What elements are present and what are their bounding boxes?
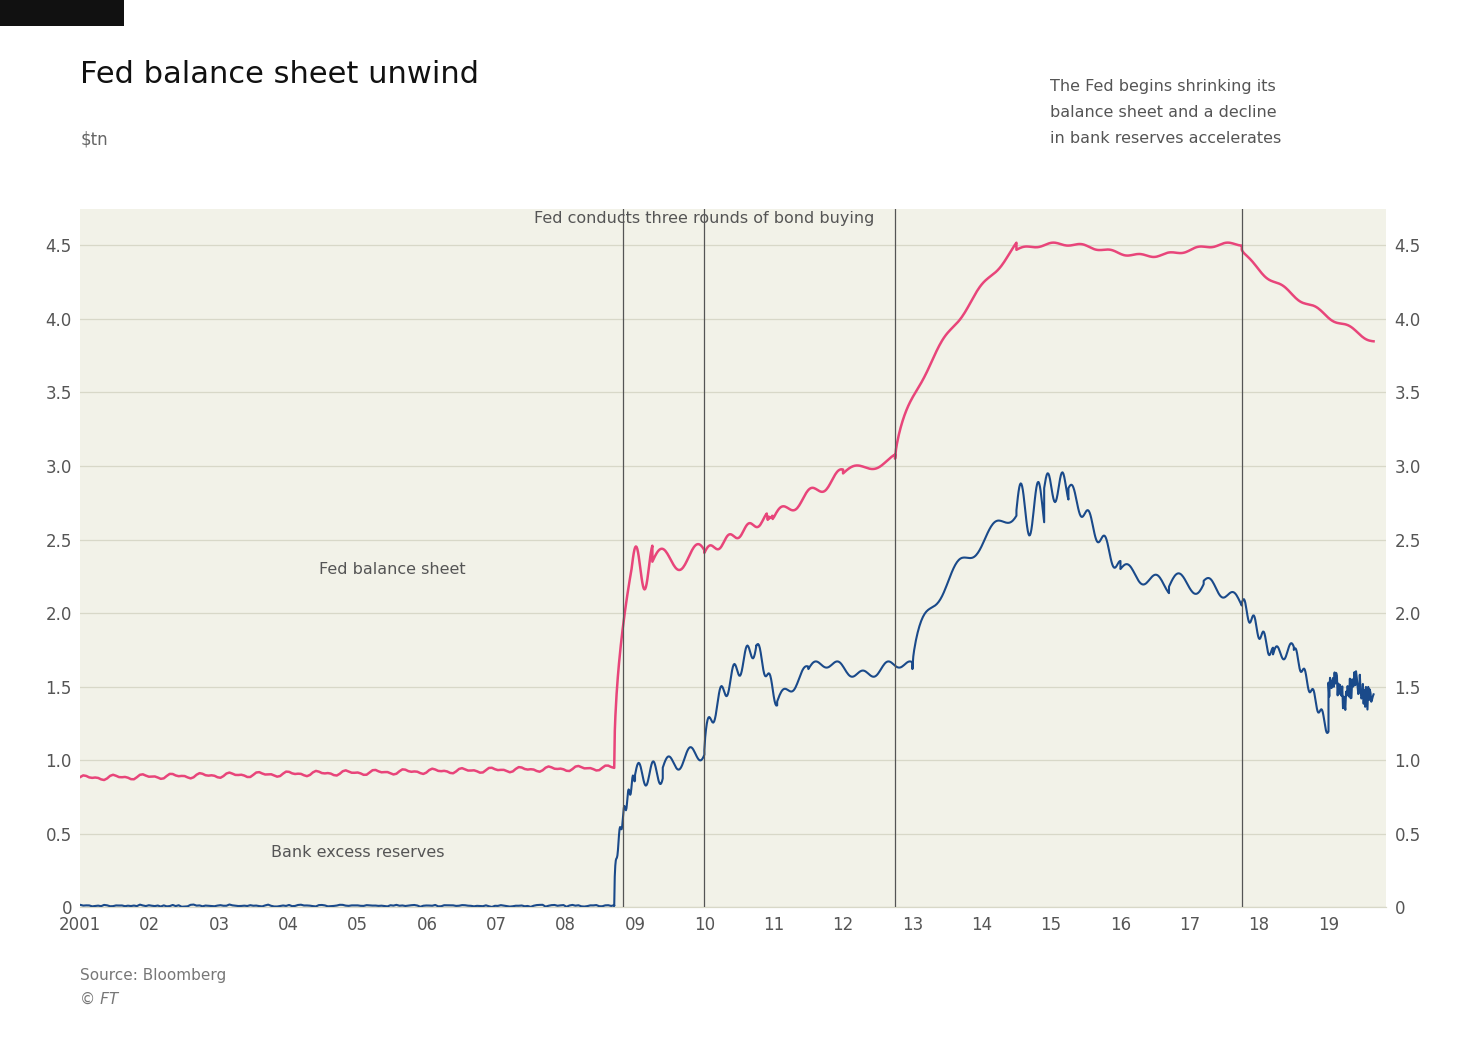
- Text: © FT: © FT: [80, 992, 118, 1006]
- Text: in bank reserves accelerates: in bank reserves accelerates: [1050, 131, 1281, 146]
- Text: Bank excess reserves: Bank excess reserves: [271, 846, 445, 860]
- Text: Fed balance sheet: Fed balance sheet: [320, 561, 465, 577]
- Text: Fed balance sheet unwind: Fed balance sheet unwind: [80, 59, 479, 89]
- Text: Fed conducts three rounds of bond buying: Fed conducts three rounds of bond buying: [534, 212, 874, 226]
- Text: $tn: $tn: [80, 130, 108, 148]
- Text: balance sheet and a decline: balance sheet and a decline: [1050, 105, 1277, 120]
- Text: The Fed begins shrinking its: The Fed begins shrinking its: [1050, 79, 1277, 94]
- Text: Source: Bloomberg: Source: Bloomberg: [80, 968, 226, 983]
